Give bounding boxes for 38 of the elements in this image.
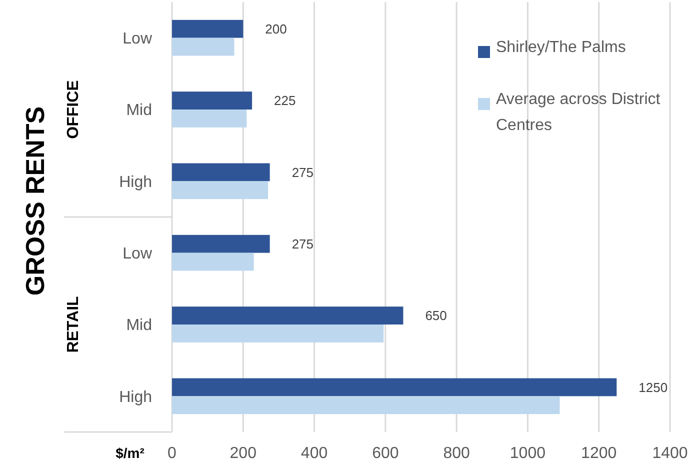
text: RETAIL	[65, 296, 82, 353]
y-tick-label: Low	[122, 245, 152, 262]
bar	[172, 92, 252, 110]
x-tick-label: 800	[443, 445, 470, 462]
x-tick-label: 200	[230, 445, 257, 462]
x-tick-label: 0	[168, 445, 177, 462]
bar	[172, 306, 404, 324]
x-tick-label: 1000	[510, 445, 546, 462]
data-label: 200	[265, 21, 287, 36]
bar	[172, 234, 270, 253]
data-label: 275	[292, 164, 314, 180]
data-label: 275	[292, 236, 314, 252]
x-tick-label: 1200	[581, 445, 617, 462]
legend-label: Shirley/The Palms	[496, 39, 626, 56]
x-tick-label: 1400	[652, 445, 688, 462]
bar	[172, 181, 268, 200]
legend-label: Average across District Centres	[496, 91, 661, 134]
bar	[172, 20, 244, 38]
bar	[172, 163, 270, 182]
x-tick-label: 600	[372, 445, 399, 462]
bar	[172, 38, 234, 56]
y-tick-label: High	[119, 174, 152, 191]
text: OFFICE	[65, 80, 82, 139]
y-axis-title: GROSS RENTS	[20, 106, 50, 296]
bar	[172, 110, 247, 128]
y-tick-label: Mid	[126, 102, 152, 120]
y-tick-label: Low	[122, 30, 152, 48]
data-label: 650	[425, 308, 447, 324]
bar	[172, 396, 560, 414]
y-tick-label: High	[119, 388, 152, 406]
bar	[172, 252, 254, 271]
data-label: 225	[274, 93, 296, 108]
data-label: 1250	[638, 380, 668, 395]
x-axis-title: $/m²	[116, 445, 145, 461]
bar	[172, 378, 617, 396]
x-tick-label: 400	[300, 445, 328, 462]
y-tick-label: Mid	[126, 317, 152, 334]
bar	[172, 324, 384, 342]
